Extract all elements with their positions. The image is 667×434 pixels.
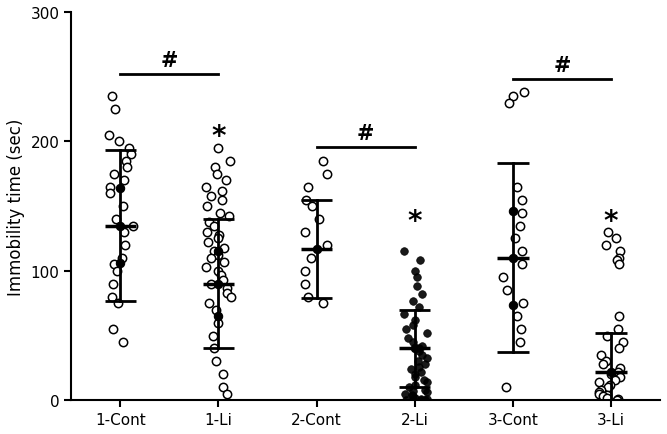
Text: #: # [161, 51, 178, 71]
Text: #: # [553, 56, 570, 76]
Text: *: * [211, 123, 225, 151]
Y-axis label: Immobility time (sec): Immobility time (sec) [7, 118, 25, 295]
Text: *: * [604, 207, 618, 235]
Text: #: # [357, 123, 374, 143]
Text: *: * [408, 207, 422, 235]
